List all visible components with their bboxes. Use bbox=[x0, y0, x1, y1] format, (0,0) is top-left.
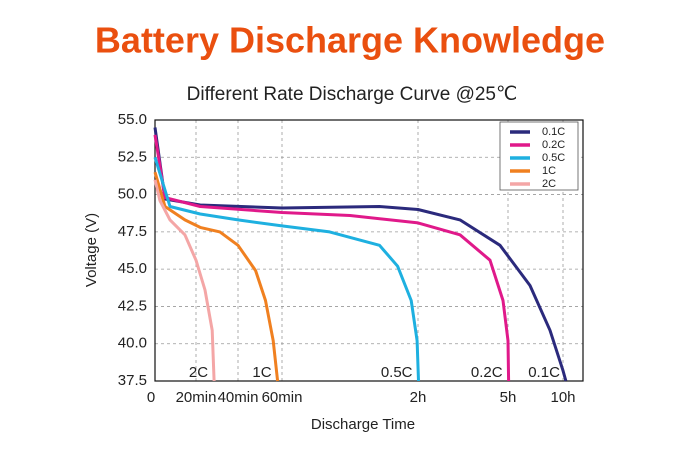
series-line bbox=[153, 134, 511, 382]
page-title: Battery Discharge Knowledge bbox=[95, 20, 605, 61]
series-line bbox=[153, 171, 280, 382]
x-tick-label: 2h bbox=[410, 389, 427, 406]
legend-label: 0.1C bbox=[542, 126, 565, 138]
x-tick-label: 20min bbox=[176, 389, 217, 406]
x-tick-label: 0 bbox=[147, 389, 155, 406]
y-tick-label: 50.0 bbox=[118, 186, 147, 203]
y-tick-label: 37.5 bbox=[118, 372, 147, 389]
series-line bbox=[153, 156, 420, 382]
x-tick-label: 40min bbox=[218, 389, 259, 406]
series-line bbox=[153, 179, 216, 382]
y-tick-label: 47.5 bbox=[118, 223, 147, 240]
legend-label: 0.2C bbox=[542, 139, 565, 151]
y-tick-label: 45.0 bbox=[118, 260, 147, 277]
x-tick-label: 60min bbox=[262, 389, 303, 406]
curve-label: 1C bbox=[252, 364, 271, 381]
x-tick-label: 10h bbox=[550, 389, 575, 406]
legend-label: 2C bbox=[542, 178, 556, 190]
y-tick-label: 42.5 bbox=[118, 297, 147, 314]
y-tick-label: 40.0 bbox=[118, 335, 147, 352]
curve-label: 0.1C bbox=[528, 364, 560, 381]
x-axis-title: Discharge Time bbox=[311, 416, 415, 433]
chart-title: Different Rate Discharge Curve @25℃ bbox=[187, 84, 518, 105]
curve-label: 2C bbox=[189, 364, 208, 381]
y-axis-title: Voltage (V) bbox=[83, 213, 100, 287]
y-tick-label: 55.0 bbox=[118, 111, 147, 128]
legend-label: 0.5C bbox=[542, 152, 565, 164]
plot-frame bbox=[154, 119, 584, 382]
curve-label: 0.5C bbox=[381, 364, 413, 381]
y-tick-label: 52.5 bbox=[118, 148, 147, 165]
curve-label: 0.2C bbox=[471, 364, 503, 381]
x-tick-label: 5h bbox=[500, 389, 517, 406]
legend-label: 1C bbox=[542, 165, 556, 177]
